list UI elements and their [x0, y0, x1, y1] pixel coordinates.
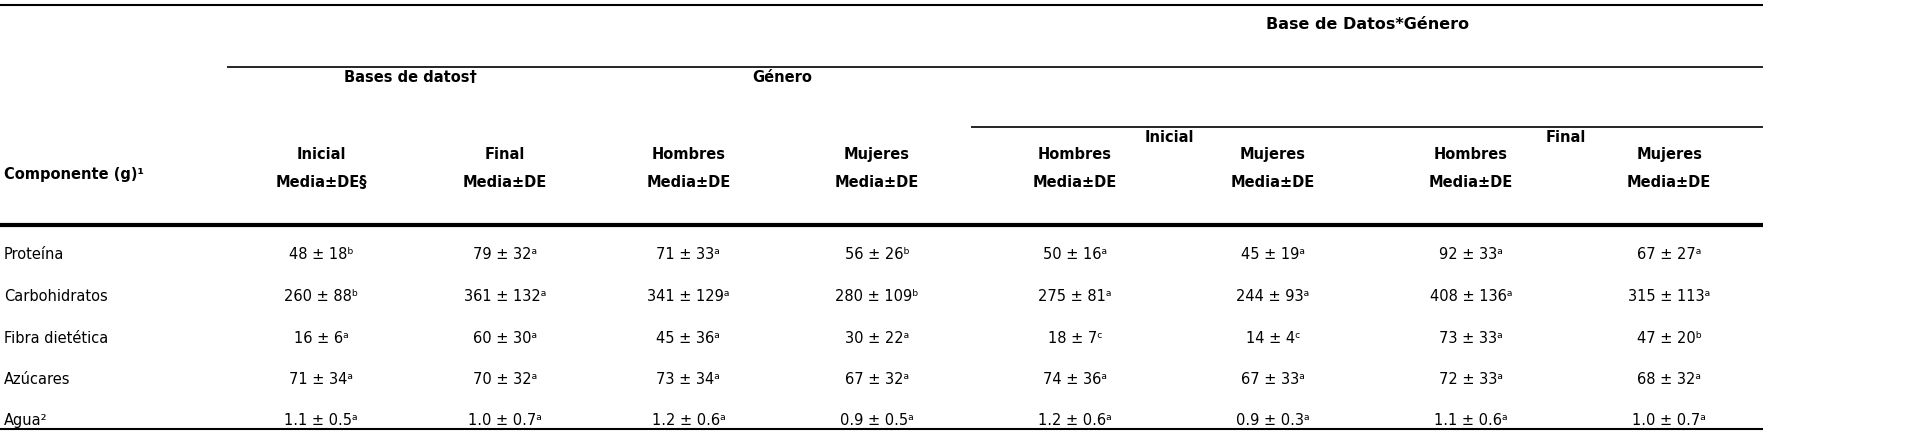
- Text: 1.0 ± 0.7ᵃ: 1.0 ± 0.7ᵃ: [467, 413, 542, 428]
- Text: 1.2 ± 0.6ᵃ: 1.2 ± 0.6ᵃ: [652, 413, 725, 428]
- Text: Media±DE: Media±DE: [835, 175, 919, 190]
- Text: 260 ± 88ᵇ: 260 ± 88ᵇ: [285, 289, 358, 304]
- Text: Agua²: Agua²: [4, 413, 48, 428]
- Text: 74 ± 36ᵃ: 74 ± 36ᵃ: [1042, 372, 1108, 387]
- Text: 361 ± 132ᵃ: 361 ± 132ᵃ: [463, 289, 546, 304]
- Text: 71 ± 33ᵃ: 71 ± 33ᵃ: [656, 247, 721, 262]
- Text: Media±DE: Media±DE: [1429, 175, 1513, 190]
- Text: 1.1 ± 0.5ᵃ: 1.1 ± 0.5ᵃ: [285, 413, 358, 428]
- Text: 56 ± 26ᵇ: 56 ± 26ᵇ: [844, 247, 910, 262]
- Text: 79 ± 32ᵃ: 79 ± 32ᵃ: [473, 247, 537, 262]
- Text: 341 ± 129ᵃ: 341 ± 129ᵃ: [648, 289, 729, 304]
- Text: 92 ± 33ᵃ: 92 ± 33ᵃ: [1438, 247, 1504, 262]
- Text: 1.2 ± 0.6ᵃ: 1.2 ± 0.6ᵃ: [1038, 413, 1111, 428]
- Text: 0.9 ± 0.3ᵃ: 0.9 ± 0.3ᵃ: [1236, 413, 1310, 428]
- Text: Mujeres: Mujeres: [1240, 147, 1306, 162]
- Text: Final: Final: [1546, 130, 1585, 145]
- Text: Género: Género: [752, 70, 813, 85]
- Text: Media±DE: Media±DE: [1033, 175, 1117, 190]
- Text: 45 ± 36ᵃ: 45 ± 36ᵃ: [656, 331, 721, 346]
- Text: 244 ± 93ᵃ: 244 ± 93ᵃ: [1236, 289, 1310, 304]
- Text: Media±DE: Media±DE: [1231, 175, 1315, 190]
- Text: 1.1 ± 0.6ᵃ: 1.1 ± 0.6ᵃ: [1435, 413, 1508, 428]
- Text: 73 ± 34ᵃ: 73 ± 34ᵃ: [656, 372, 721, 387]
- Text: Hombres: Hombres: [1038, 147, 1111, 162]
- Text: Media±DE: Media±DE: [1627, 175, 1711, 190]
- Text: Mujeres: Mujeres: [1636, 147, 1702, 162]
- Text: 47 ± 20ᵇ: 47 ± 20ᵇ: [1636, 331, 1702, 346]
- Text: Inicial: Inicial: [296, 147, 346, 162]
- Text: 30 ± 22ᵃ: 30 ± 22ᵃ: [844, 331, 910, 346]
- Text: 60 ± 30ᵃ: 60 ± 30ᵃ: [473, 331, 537, 346]
- Text: 48 ± 18ᵇ: 48 ± 18ᵇ: [288, 247, 354, 262]
- Text: Carbohidratos: Carbohidratos: [4, 289, 108, 304]
- Text: 315 ± 113ᵃ: 315 ± 113ᵃ: [1629, 289, 1710, 304]
- Text: Proteína: Proteína: [4, 247, 63, 262]
- Text: 0.9 ± 0.5ᵃ: 0.9 ± 0.5ᵃ: [840, 413, 913, 428]
- Text: Media±DE: Media±DE: [646, 175, 731, 190]
- Text: Azúcares: Azúcares: [4, 372, 71, 387]
- Text: 16 ± 6ᵃ: 16 ± 6ᵃ: [294, 331, 348, 346]
- Text: 1.0 ± 0.7ᵃ: 1.0 ± 0.7ᵃ: [1633, 413, 1706, 428]
- Text: 45 ± 19ᵃ: 45 ± 19ᵃ: [1240, 247, 1306, 262]
- Text: Hombres: Hombres: [1435, 147, 1508, 162]
- Text: 68 ± 32ᵃ: 68 ± 32ᵃ: [1636, 372, 1702, 387]
- Text: Mujeres: Mujeres: [844, 147, 910, 162]
- Text: Media±DE: Media±DE: [463, 175, 546, 190]
- Text: 70 ± 32ᵃ: 70 ± 32ᵃ: [473, 372, 537, 387]
- Text: 408 ± 136ᵃ: 408 ± 136ᵃ: [1431, 289, 1511, 304]
- Text: Base de Datos*Género: Base de Datos*Género: [1265, 17, 1469, 32]
- Text: 67 ± 33ᵃ: 67 ± 33ᵃ: [1240, 372, 1306, 387]
- Text: Fibra dietética: Fibra dietética: [4, 331, 108, 346]
- Text: 18 ± 7ᶜ: 18 ± 7ᶜ: [1048, 331, 1102, 346]
- Text: 50 ± 16ᵃ: 50 ± 16ᵃ: [1042, 247, 1108, 262]
- Text: 280 ± 109ᵇ: 280 ± 109ᵇ: [835, 289, 919, 304]
- Text: Bases de datos†: Bases de datos†: [344, 70, 477, 85]
- Text: Media±DE§: Media±DE§: [275, 175, 367, 190]
- Text: 67 ± 32ᵃ: 67 ± 32ᵃ: [844, 372, 910, 387]
- Text: 71 ± 34ᵃ: 71 ± 34ᵃ: [288, 372, 354, 387]
- Text: Hombres: Hombres: [652, 147, 725, 162]
- Text: 73 ± 33ᵃ: 73 ± 33ᵃ: [1438, 331, 1504, 346]
- Text: 275 ± 81ᵃ: 275 ± 81ᵃ: [1038, 289, 1111, 304]
- Text: 72 ± 33ᵃ: 72 ± 33ᵃ: [1438, 372, 1504, 387]
- Text: Componente (g)¹: Componente (g)¹: [4, 167, 144, 183]
- Text: Inicial: Inicial: [1144, 130, 1194, 145]
- Text: Final: Final: [485, 147, 525, 162]
- Text: 14 ± 4ᶜ: 14 ± 4ᶜ: [1246, 331, 1300, 346]
- Text: 67 ± 27ᵃ: 67 ± 27ᵃ: [1636, 247, 1702, 262]
